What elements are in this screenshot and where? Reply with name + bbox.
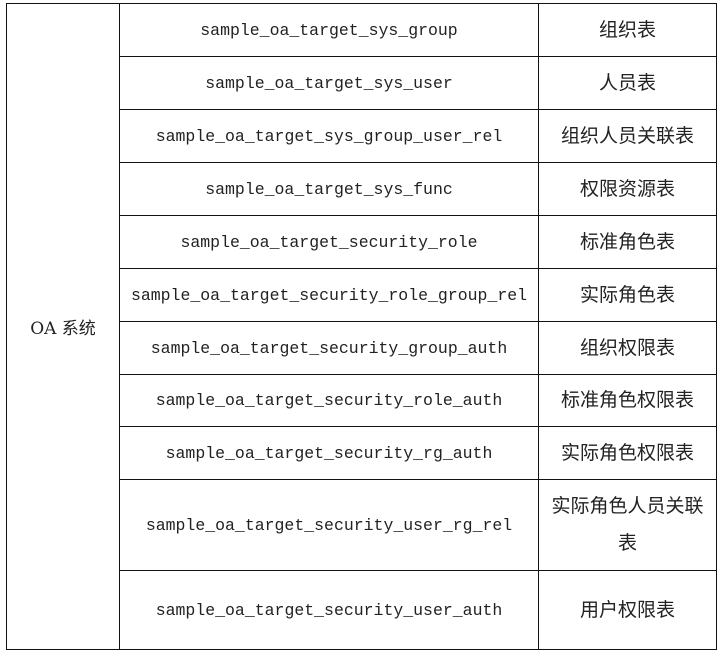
table-name-cell: sample_oa_target_security_role_auth bbox=[119, 374, 539, 427]
table-description-cell: 实际角色表 bbox=[538, 268, 717, 322]
table-description-cell: 用户权限表 bbox=[538, 570, 717, 650]
table-name-cell: sample_oa_target_sys_group_user_rel bbox=[119, 109, 539, 163]
oa-table-list: OA 系统 sample_oa_target_sys_group 组织表 sample… bbox=[6, 3, 717, 650]
table-name-cell: sample_oa_target_security_group_auth bbox=[119, 321, 539, 375]
table-row: sample_oa_target_security_rg_auth 实际角色权限表 bbox=[7, 426, 717, 480]
table-name-cell: sample_oa_target_sys_group bbox=[119, 3, 539, 57]
table-row: sample_oa_target_security_user_rg_rel 实际角… bbox=[7, 479, 717, 571]
table-row: sample_oa_target_security_role_auth 标准角色权… bbox=[7, 374, 717, 427]
table-description-cell: 标准角色表 bbox=[538, 215, 717, 269]
table-row: sample_oa_target_security_group_auth 组织权限… bbox=[7, 321, 717, 375]
table-description-cell: 实际角色人员关联表 bbox=[538, 479, 717, 571]
table-description-cell: 标准角色权限表 bbox=[538, 374, 717, 427]
table-description-cell: 实际角色权限表 bbox=[538, 426, 717, 480]
table-row: sample_oa_target_sys_group_user_rel 组织人员关… bbox=[7, 109, 717, 163]
table-name-cell: sample_oa_target_sys_func bbox=[119, 162, 539, 216]
table-description-cell: 组织人员关联表 bbox=[538, 109, 717, 163]
table-name-cell: sample_oa_target_security_user_rg_rel bbox=[119, 479, 539, 571]
table-name-cell: sample_oa_target_security_rg_auth bbox=[119, 426, 539, 480]
table-name-cell: sample_oa_target_sys_user bbox=[119, 56, 539, 110]
table-row: sample_oa_target_sys_func 权限资源表 bbox=[7, 162, 717, 216]
table-row: OA 系统 sample_oa_target_sys_group 组织表 bbox=[6, 3, 717, 650]
table-description-cell: 权限资源表 bbox=[538, 162, 717, 216]
table-row: sample_oa_target_security_role_group_rel… bbox=[7, 268, 717, 322]
table-description-cell: 组织权限表 bbox=[538, 321, 717, 375]
table-name-cell: sample_oa_target_security_role_group_rel bbox=[119, 268, 539, 322]
table-name-cell: sample_oa_target_security_user_auth bbox=[119, 570, 539, 650]
table-row: sample_oa_target_sys_user 人员表 bbox=[7, 56, 717, 110]
table-row: sample_oa_target_security_role 标准角色表 bbox=[7, 215, 717, 269]
table-description-cell: 组织表 bbox=[538, 3, 717, 57]
system-name-cell: OA 系统 bbox=[6, 3, 120, 650]
table-row: sample_oa_target_security_user_auth 用户权限表 bbox=[7, 570, 717, 650]
table-description-cell: 人员表 bbox=[538, 56, 717, 110]
table-name-cell: sample_oa_target_security_role bbox=[119, 215, 539, 269]
